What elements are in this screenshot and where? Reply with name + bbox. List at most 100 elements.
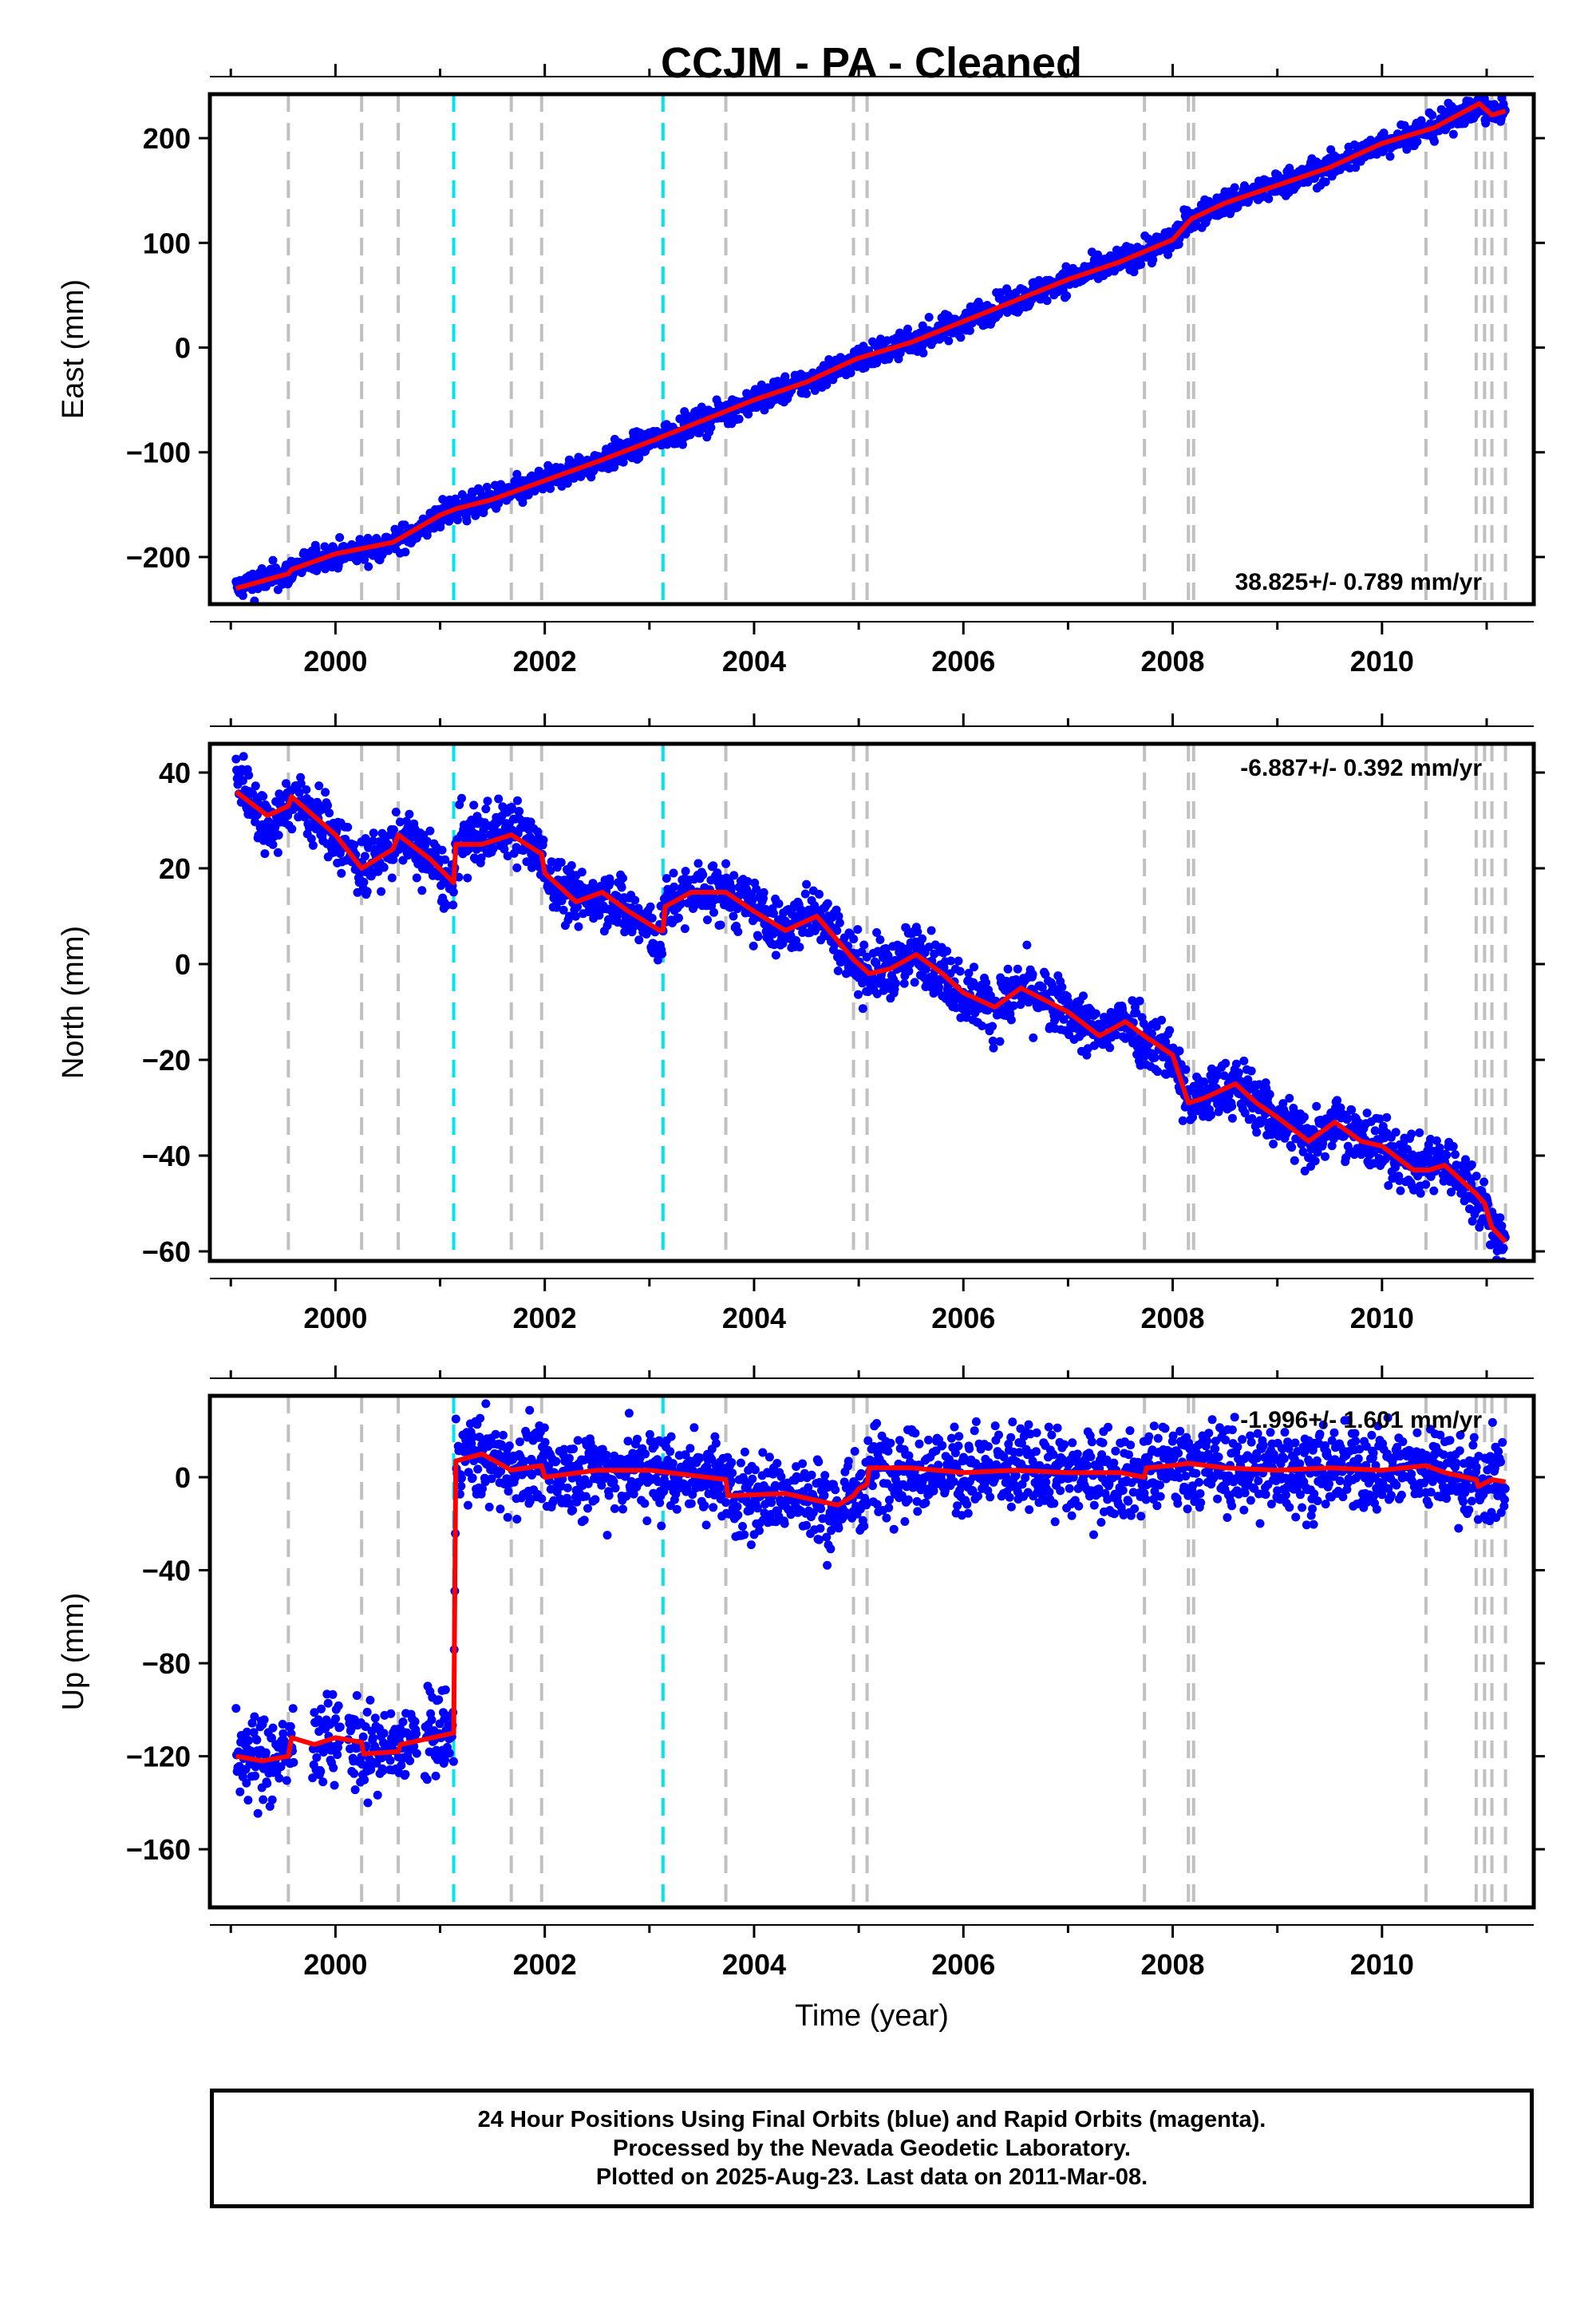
data-point: [469, 800, 479, 810]
y-tick-label: 0: [175, 332, 191, 365]
data-point: [1221, 1058, 1231, 1068]
data-point: [1006, 1015, 1016, 1025]
data-point: [1135, 996, 1144, 1006]
data-point: [422, 836, 432, 846]
data-point: [425, 826, 435, 836]
data-point: [1428, 110, 1437, 120]
x-tick-label: 2008: [1140, 1302, 1204, 1334]
data-point: [646, 902, 655, 911]
data-point: [1391, 1163, 1400, 1172]
y-tick-label: −100: [126, 437, 191, 469]
data-point: [988, 1036, 998, 1045]
data-point: [1227, 1101, 1237, 1111]
y-tick-label: −60: [142, 1235, 191, 1268]
data-point: [956, 333, 966, 342]
data-point: [1461, 1155, 1470, 1164]
data-point: [468, 1433, 478, 1442]
data-point: [1129, 267, 1139, 277]
data-point: [753, 932, 763, 942]
data-point: [359, 877, 369, 887]
data-point: [321, 788, 330, 797]
data-point: [1016, 1000, 1025, 1010]
data-point: [401, 1769, 410, 1779]
data-point: [1357, 1150, 1366, 1160]
data-point: [350, 1785, 360, 1795]
data-point: [259, 1795, 268, 1804]
north-frame: [207, 741, 1536, 1263]
data-point: [457, 490, 467, 500]
y-tick-label: 100: [143, 227, 191, 259]
data-point: [934, 982, 943, 992]
data-point: [1312, 1101, 1321, 1111]
x-tick-label: 2002: [513, 645, 577, 678]
data-point: [996, 288, 1005, 298]
data-point: [1082, 1050, 1092, 1060]
data-point: [491, 1429, 500, 1439]
data-point: [1265, 1089, 1274, 1099]
data-point: [523, 490, 533, 500]
data-point: [978, 1022, 987, 1030]
data-point: [369, 1733, 377, 1743]
data-point: [453, 516, 462, 524]
data-point: [1175, 1046, 1184, 1056]
up-plot-area: [231, 1396, 1510, 1907]
data-point: [331, 1714, 341, 1724]
data-point: [244, 1736, 254, 1745]
data-point: [1471, 83, 1479, 92]
data-point: [1029, 1033, 1038, 1042]
data-point: [1028, 970, 1037, 979]
data-point: [1136, 259, 1146, 269]
data-point: [235, 1787, 245, 1796]
data-point: [464, 1500, 472, 1510]
data-point: [312, 1753, 322, 1762]
data-point: [1287, 1143, 1297, 1152]
data-point: [564, 911, 574, 921]
data-point: [238, 591, 247, 600]
data-point: [251, 1771, 260, 1780]
data-point: [693, 859, 703, 868]
data-point: [904, 966, 914, 976]
data-point: [231, 754, 241, 764]
data-point: [1091, 1009, 1100, 1018]
data-point: [362, 887, 372, 896]
data-point: [1037, 982, 1047, 992]
data-point: [275, 1773, 284, 1783]
data-point: [401, 547, 410, 557]
data-point: [422, 1775, 432, 1784]
data-point: [1231, 1059, 1241, 1069]
data-point: [1128, 996, 1137, 1006]
data-point: [1429, 1186, 1439, 1196]
data-point: [1415, 1128, 1424, 1137]
y-tick-label: 200: [143, 122, 191, 155]
data-point: [362, 1707, 372, 1717]
data-point: [610, 462, 619, 472]
data-point: [946, 956, 956, 966]
data-point: [294, 788, 304, 797]
data-point: [1207, 1110, 1216, 1120]
data-point: [680, 924, 689, 934]
data-point: [398, 1717, 408, 1727]
data-point: [1285, 1093, 1294, 1103]
data-point: [846, 368, 855, 377]
data-point: [729, 911, 738, 921]
data-point: [834, 911, 843, 921]
y-tick-label: −40: [142, 1140, 191, 1172]
data-point: [243, 1796, 253, 1805]
data-point: [833, 966, 843, 975]
data-point: [488, 844, 498, 853]
data-point: [559, 905, 568, 915]
data-point: [306, 834, 316, 844]
data-point: [875, 935, 885, 944]
x-tick-label: 2010: [1350, 1302, 1414, 1334]
data-point: [346, 1724, 356, 1733]
data-point: [253, 1808, 263, 1818]
data-point: [1042, 296, 1052, 306]
data-point: [267, 1733, 276, 1743]
data-point: [1439, 1176, 1448, 1186]
data-point: [440, 1685, 450, 1694]
data-point: [442, 901, 452, 910]
data-point: [483, 796, 492, 806]
x-tick-label: 2004: [722, 1302, 786, 1334]
